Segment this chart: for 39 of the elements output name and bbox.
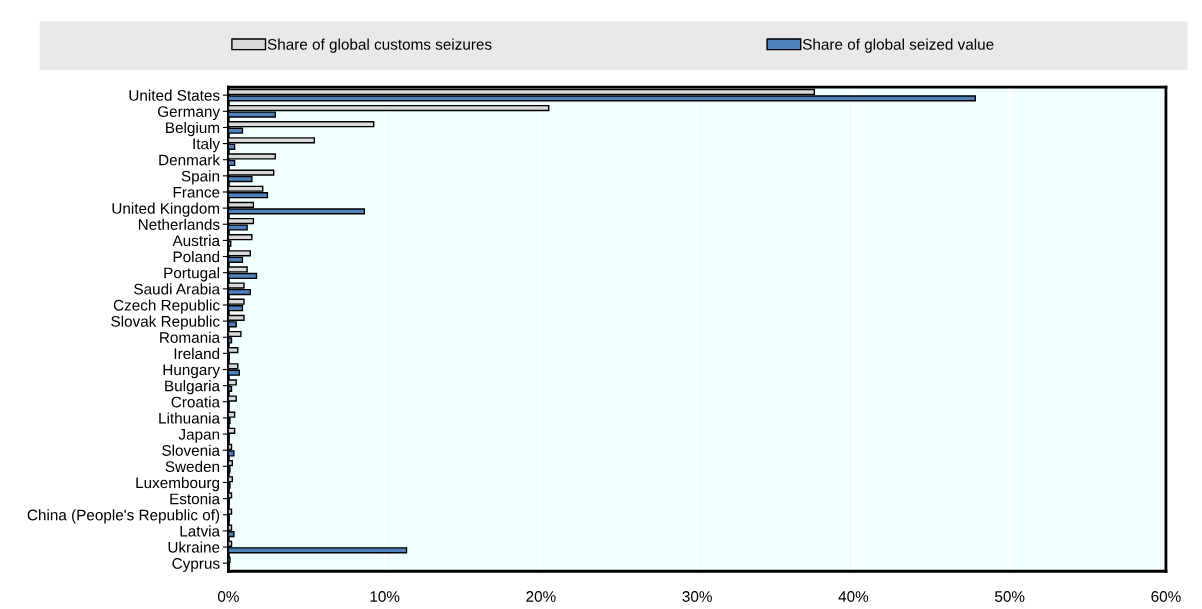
y-tick-label: Romania [160,331,221,343]
y-tick-label: Saudi Arabia [134,283,221,295]
y-tick-label: Lithuania [159,412,221,424]
y-tick-label: Denmark [159,154,221,166]
y-tick-label: Estonia [170,493,221,505]
y-tick-label: Sweden [165,460,220,473]
legend-label: Share of global customs seizures [267,38,492,53]
y-tick-label: Netherlands [138,218,220,230]
y-tick-label: Luxembourg [136,476,220,492]
x-tick-label: 60% [1151,591,1181,602]
y-tick-label: Ukraine [168,541,220,553]
y-tick-label: Ireland [174,347,220,360]
y-tick-label: Hungary [163,364,221,379]
y-tick-label: Slovenia [162,444,221,456]
y-tick-label: Czech Republic [113,299,220,314]
y-tick-label: Germany [157,106,221,120]
y-tick-label: United States [129,89,220,101]
y-tick-label: Slovak Republic [111,315,220,330]
y-tick-label: Croatia [171,396,221,408]
y-tick-label: France [173,187,220,198]
y-tick-label: China (People's Republic of) [27,509,220,524]
x-tick-label: 30% [682,591,712,602]
y-tick-label: Poland [173,251,220,263]
y-tick-label: Austria [172,234,221,247]
legend-label: Share of global seized value [802,38,994,53]
y-tick-label: Bulgaria [165,380,221,395]
y-tick-label: Belgium [166,121,220,137]
y-tick-label: Portugal [164,267,220,282]
x-tick-label: 40% [838,591,869,602]
x-tick-label: 10% [370,591,400,602]
x-tick-label: 20% [526,591,556,602]
y-tick-label: Italy [193,138,221,153]
x-tick-label: 50% [995,591,1025,602]
y-tick-label: Latvia [180,525,221,537]
x-tick-label: 0% [217,591,239,602]
y-tick-label: United Kingdom [112,202,220,217]
y-tick-label: Cyprus [172,558,220,572]
y-tick-label: Japan [178,429,220,443]
y-tick-label: Spain [181,170,220,185]
